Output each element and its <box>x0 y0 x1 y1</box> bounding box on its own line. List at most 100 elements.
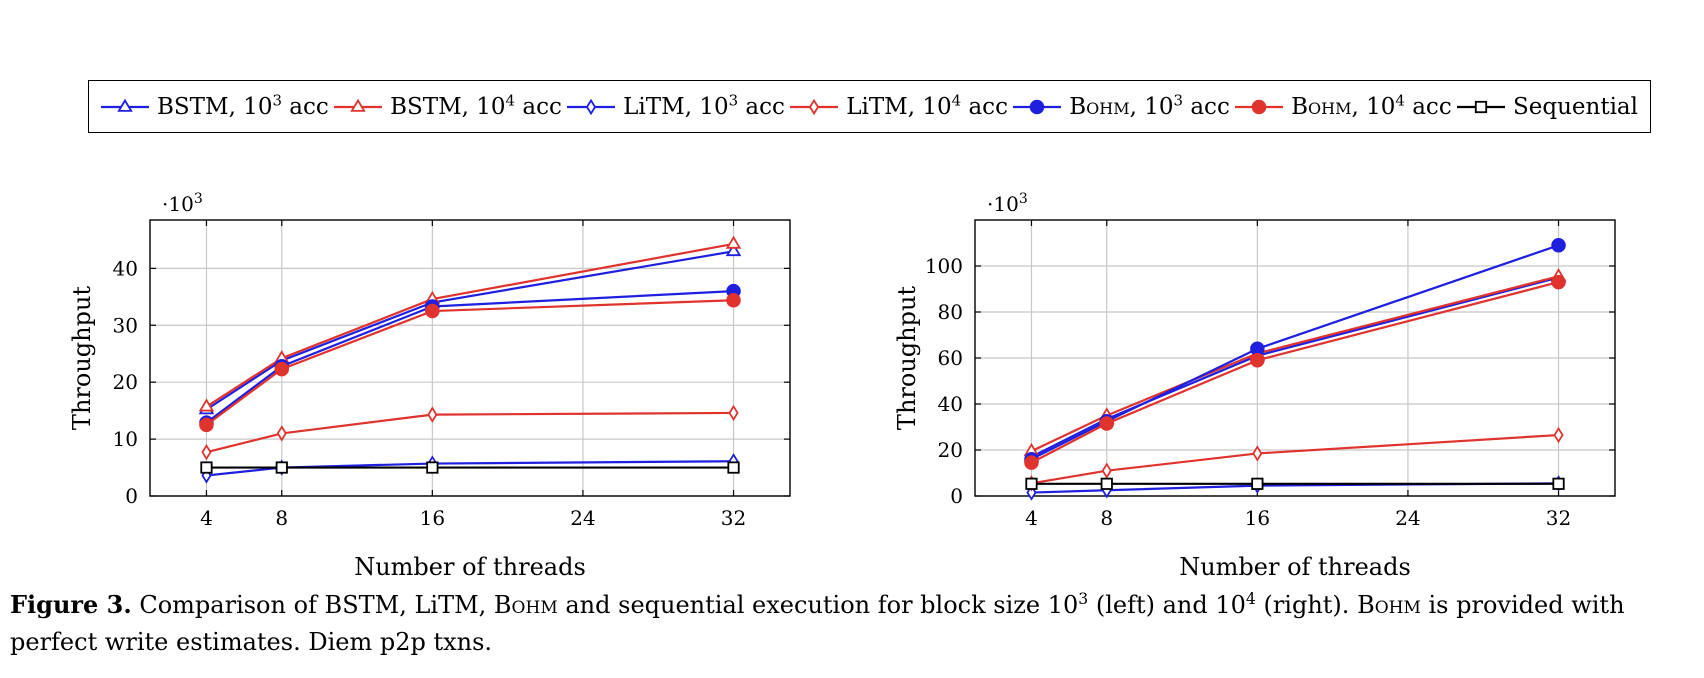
grid <box>150 220 790 497</box>
data-point <box>200 461 213 474</box>
series-line <box>206 460 734 477</box>
data-point <box>199 417 214 433</box>
legend-swatch-marker <box>809 98 820 115</box>
data-point <box>426 461 439 474</box>
y-tick-label: 40 <box>113 256 138 280</box>
grid <box>975 220 1615 497</box>
data-point <box>427 406 438 423</box>
legend: BSTM, 103 acc BSTM, 104 acc LiTM, 103 ac… <box>88 80 1651 133</box>
data-point <box>1024 455 1039 470</box>
y-tick-label: 30 <box>113 313 138 337</box>
legend-swatch <box>567 98 616 115</box>
series-3 <box>201 404 739 461</box>
data-point <box>727 461 740 474</box>
series-line <box>1030 244 1559 461</box>
legend-entry-bohm-1e4: Bohm, 104 acc <box>1233 92 1452 120</box>
chart-left: 4 8 16 24 32 0 10 20 30 40 ·103 Number of threads Th… <box>50 180 810 584</box>
data-point <box>276 425 287 442</box>
legend-entry-sequential: Sequential <box>1455 94 1638 120</box>
legend-swatch <box>101 98 149 112</box>
data-point <box>726 292 741 308</box>
data-point <box>1251 477 1264 490</box>
data-point <box>1552 477 1565 490</box>
x-tick-label: 4 <box>200 506 213 530</box>
x-tick-label: 16 <box>420 506 445 530</box>
x-tick-label: 32 <box>721 506 746 530</box>
series-line <box>1031 433 1559 485</box>
legend-swatch <box>1235 99 1284 114</box>
data-point <box>1100 477 1113 490</box>
data-point <box>1025 477 1038 490</box>
legend-entry-litm-1e3: LiTM, 103 acc <box>565 92 785 120</box>
x-tick-label: 16 <box>1245 506 1270 530</box>
legend-swatch-marker <box>1251 99 1267 114</box>
data-point <box>198 398 215 412</box>
chart-right-svg: 4 8 16 24 32 0 20 40 60 80 100 ·103 Number of thread… <box>893 191 1616 581</box>
x-tick-label: 8 <box>1100 506 1113 530</box>
legend-entry-bstm-1e3: BSTM, 103 acc <box>99 92 329 120</box>
data-point <box>1551 238 1566 253</box>
series-line <box>1030 281 1559 464</box>
data-point <box>1553 426 1564 444</box>
data-point <box>725 235 742 249</box>
x-axis-label: Number of threads <box>354 553 586 580</box>
data-point <box>728 404 739 422</box>
data-point <box>1250 353 1265 368</box>
y-tick-label: 10 <box>113 427 138 451</box>
chart-left-svg: 4 8 16 24 32 0 10 20 30 40 ·103 Number of threads Th… <box>68 191 791 581</box>
y-tick-label: 40 <box>938 392 963 416</box>
y-tick-label: 80 <box>938 300 963 324</box>
legend-swatch <box>790 98 839 115</box>
series-line <box>1030 276 1559 458</box>
y-multiplier: ·103 <box>987 191 1028 216</box>
data-point <box>725 243 742 257</box>
legend-entry-litm-1e4: LiTM, 104 acc <box>788 92 1008 120</box>
data-point <box>425 303 440 319</box>
data-point <box>1101 462 1112 479</box>
series-5 <box>1024 274 1566 470</box>
legend-swatch <box>334 98 383 112</box>
series-6 <box>1025 477 1565 490</box>
x-tick-label: 24 <box>1395 506 1420 530</box>
series-4 <box>1024 238 1566 467</box>
data-point <box>275 461 288 474</box>
y-multiplier: ·103 <box>162 191 203 216</box>
x-tick-label: 4 <box>1025 506 1038 530</box>
x-tick-label: 8 <box>275 506 288 530</box>
y-tick-label: 20 <box>938 438 963 462</box>
data-point <box>274 361 290 377</box>
series-line <box>205 299 734 426</box>
series-5 <box>199 292 741 433</box>
data-point <box>1551 274 1566 290</box>
data-point <box>201 443 212 461</box>
legend-swatch-marker <box>586 98 597 115</box>
series-line <box>205 290 734 424</box>
x-tick-label: 24 <box>570 506 595 530</box>
legend-swatch <box>1013 99 1062 114</box>
y-tick-label: 100 <box>925 254 963 278</box>
y-axis-label: Throughput <box>893 286 921 430</box>
legend-entry-bstm-1e4: BSTM, 104 acc <box>332 92 562 120</box>
series-6 <box>200 461 740 474</box>
figure-caption: Figure 3. Comparison of BSTM, LiTM, Bohm… <box>10 590 1625 656</box>
legend-swatch-marker <box>1030 99 1045 114</box>
legend-swatch-marker <box>117 98 133 112</box>
legend-entry-bohm-1e3: Bohm, 103 acc <box>1011 92 1230 120</box>
y-axis-label: Throughput <box>68 286 96 430</box>
series-line <box>205 242 734 408</box>
series-line <box>206 411 734 454</box>
y-tick-label: 0 <box>125 484 138 508</box>
legend-swatch-marker <box>350 98 366 112</box>
chart-right: 4 8 16 24 32 0 20 40 60 80 100 ·103 Number of thread… <box>875 180 1635 584</box>
plot-frame <box>149 219 791 497</box>
x-axis-label: Number of threads <box>1179 553 1411 580</box>
x-tick-label: 32 <box>1546 506 1571 530</box>
y-tick-label: 0 <box>950 484 963 508</box>
data-point <box>1252 445 1263 462</box>
data-point <box>1099 416 1115 431</box>
y-tick-label: 20 <box>113 370 138 394</box>
legend-swatch-marker <box>1474 100 1488 113</box>
legend-swatch <box>1457 100 1505 113</box>
y-tick-label: 60 <box>938 346 963 370</box>
